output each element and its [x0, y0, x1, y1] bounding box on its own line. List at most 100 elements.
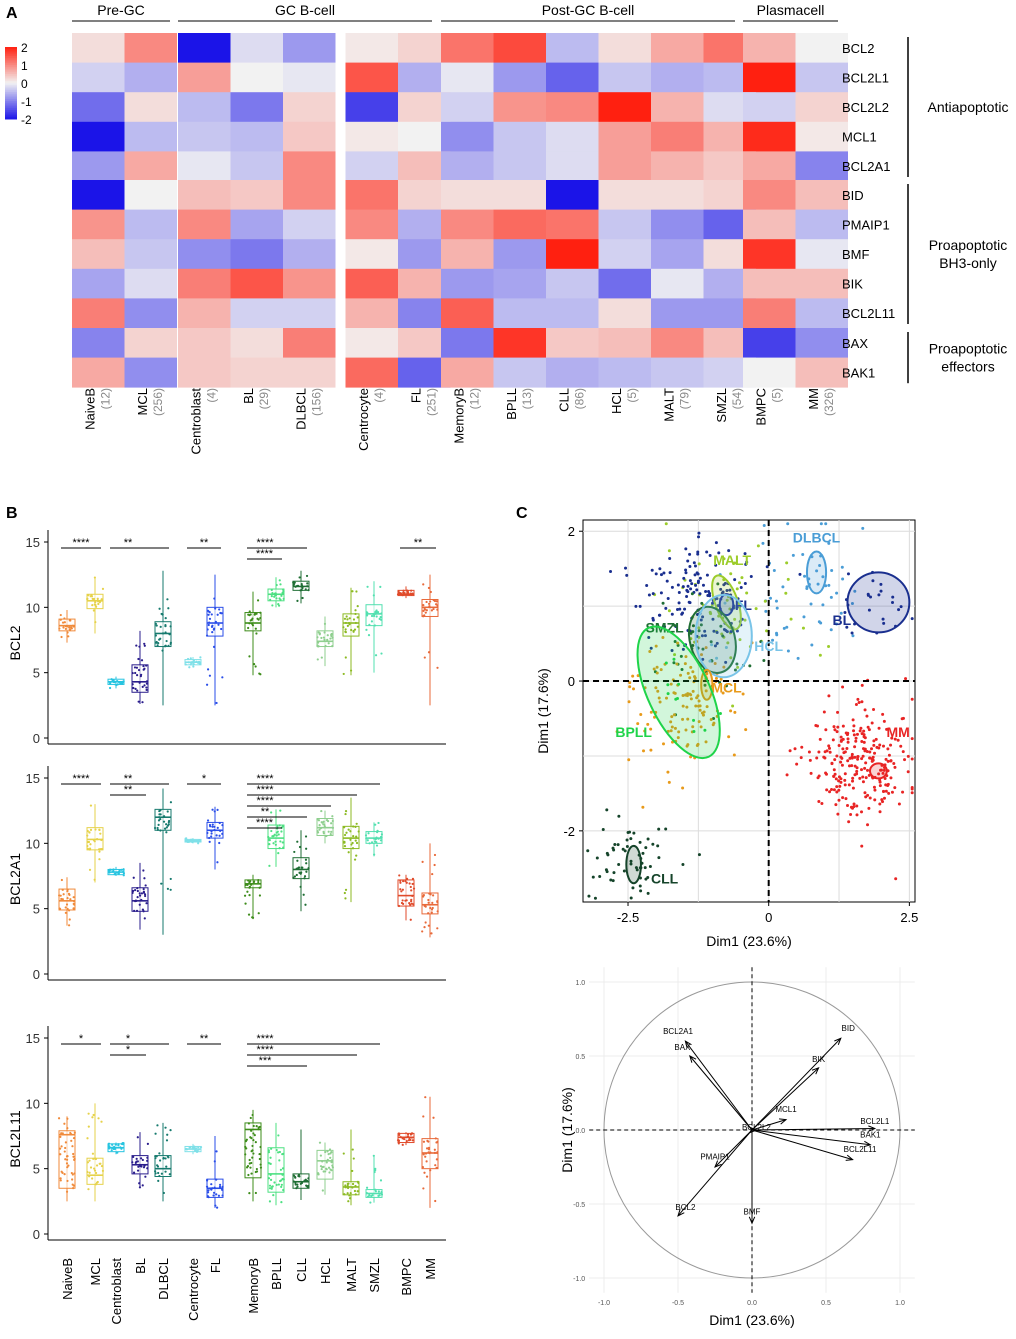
data-point-hcl — [330, 632, 333, 636]
y-tick-label: 0.0 — [575, 1128, 585, 1135]
data-point-centroblast — [116, 1151, 119, 1154]
data-point-mm — [855, 813, 859, 817]
data-point-dlbcl — [158, 638, 161, 641]
data-point-fl — [722, 627, 726, 631]
data-point-mm — [845, 746, 849, 750]
data-point-fl — [696, 579, 700, 583]
data-point-cll — [632, 831, 636, 835]
data-point-mm — [910, 791, 914, 795]
data-point-mcl — [641, 805, 645, 809]
data-point-mcl — [100, 848, 104, 851]
data-point-bpll — [271, 1185, 274, 1188]
data-point-mm — [427, 586, 431, 590]
data-point-mm — [433, 599, 437, 603]
data-point-dlbcl — [786, 649, 790, 653]
data-point-mm — [800, 745, 804, 749]
heatmap-cell-bid-mcl — [124, 180, 177, 210]
data-point-bl — [140, 659, 144, 662]
data-point-mm — [863, 749, 867, 753]
data-point-mm — [863, 791, 867, 795]
data-point-cll — [301, 596, 304, 600]
data-point-malt — [818, 653, 822, 657]
data-point-bl — [132, 889, 135, 893]
data-point-naiveb — [67, 1164, 70, 1167]
data-point-naiveb — [60, 878, 63, 882]
data-point-memoryb — [244, 1153, 247, 1156]
colorbar-step — [5, 79, 17, 82]
data-point-hcl — [328, 1171, 331, 1174]
data-point-dlbcl — [166, 1155, 169, 1158]
data-point-smzl — [379, 615, 382, 619]
data-point-cll — [294, 1183, 297, 1186]
data-point-fl — [683, 607, 687, 611]
data-point-dlbcl — [827, 583, 831, 587]
data-point-mm — [832, 788, 836, 792]
data-point-fl — [210, 832, 213, 835]
data-point-bmpc — [412, 887, 416, 890]
data-point-bpll — [270, 595, 273, 598]
data-point-hcl — [327, 830, 330, 833]
data-point-mm — [893, 765, 897, 769]
heatmap-cell-bcl2l1-malt — [651, 62, 704, 93]
data-point-dlbcl — [164, 1126, 167, 1129]
data-point-bl — [142, 869, 145, 872]
data-point-bmpc — [410, 589, 413, 592]
data-point-naiveb — [72, 896, 75, 899]
heatmap-cell-bid-memoryb — [441, 180, 494, 210]
data-point-mcl — [712, 721, 716, 725]
data-point-mm — [856, 755, 860, 759]
heatmap-cell-bcl2l1-bpll — [493, 62, 546, 93]
data-point-mm — [878, 802, 882, 806]
data-point-mm — [860, 700, 864, 704]
data-point-cll — [302, 893, 305, 896]
group-label-dlbcl: DLBCL — [793, 529, 841, 545]
data-point-dlbcl — [840, 565, 844, 569]
data-point-mm — [861, 780, 865, 784]
data-point-cll — [306, 582, 309, 585]
data-point-mm — [433, 1148, 436, 1151]
data-point-mcl — [649, 748, 653, 752]
data-point-bpll — [677, 682, 681, 686]
data-point-mm — [421, 860, 424, 863]
data-point-fl — [668, 556, 672, 560]
data-point-malt — [342, 626, 345, 629]
data-point-smzl — [373, 1170, 376, 1174]
significance-label: * — [202, 773, 207, 785]
data-point-malt — [351, 841, 354, 845]
data-point-hcl — [322, 636, 325, 639]
data-point-cll — [648, 865, 652, 869]
data-point-smzl — [712, 717, 716, 721]
data-point-mm — [431, 872, 434, 876]
data-point-malt — [346, 624, 349, 628]
data-point-mm — [854, 736, 858, 740]
data-point-dlbcl — [165, 826, 168, 829]
data-point-bl — [879, 582, 883, 586]
data-point-mcl — [101, 587, 105, 590]
heatmap-cell-pmaip1-mcl — [124, 209, 177, 240]
data-point-bpll — [272, 1193, 275, 1197]
data-point-malt — [343, 841, 346, 844]
data-point-hcl — [330, 830, 333, 833]
data-point-naiveb — [59, 613, 62, 617]
data-point-memoryb — [246, 890, 249, 893]
data-point-dlbcl — [157, 1171, 160, 1175]
colorbar-step — [5, 113, 17, 116]
data-point-bpll — [664, 661, 668, 665]
data-point-bl — [133, 909, 136, 912]
data-point-mcl — [91, 597, 94, 600]
data-point-centrocyte — [197, 661, 200, 664]
data-point-smzl — [374, 654, 378, 657]
column-label-centroblast: Centroblast — [188, 388, 203, 455]
significance-label: **** — [256, 817, 274, 829]
data-point-fl — [719, 587, 723, 591]
data-point-smzl — [375, 609, 378, 612]
data-point-dlbcl — [164, 617, 167, 620]
column-label-mm: MM — [806, 388, 821, 410]
y-tick-label: 15 — [26, 535, 40, 550]
significance-label: **** — [256, 773, 274, 785]
data-point-mm — [851, 776, 855, 780]
data-point-fl — [213, 828, 216, 832]
heatmap-cell-pmaip1-dlbcl — [283, 209, 336, 240]
data-point-bl — [135, 1160, 138, 1163]
data-point-malt — [345, 831, 348, 834]
